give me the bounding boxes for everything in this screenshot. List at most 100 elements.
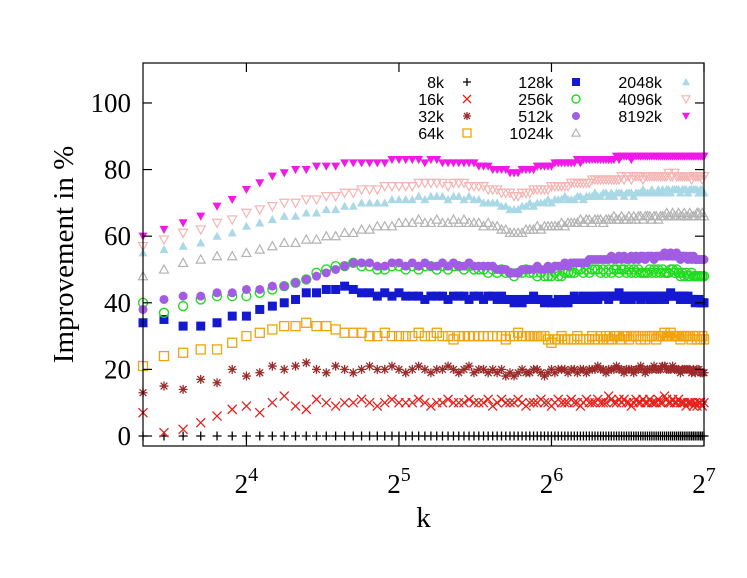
data-point (483, 368, 493, 378)
data-point (255, 284, 265, 294)
data-point (697, 330, 708, 342)
data-point (380, 288, 390, 298)
data-point (279, 431, 289, 441)
data-point (528, 397, 539, 408)
y-tick-label: 60 (104, 221, 131, 251)
data-point (442, 330, 454, 342)
data-point (372, 198, 382, 207)
data-point (196, 321, 206, 331)
data-point (227, 431, 237, 441)
data-point (569, 334, 580, 345)
data-point (479, 294, 489, 304)
data-point (431, 178, 443, 189)
data-point (512, 192, 524, 202)
data-point (340, 159, 350, 168)
series-256k (137, 257, 710, 318)
data-point (241, 284, 251, 294)
data-point (426, 191, 436, 200)
data-point (432, 191, 442, 200)
data-point (241, 371, 251, 381)
data-point (339, 327, 350, 338)
data-point (425, 178, 437, 189)
data-point (227, 404, 238, 415)
data-point (464, 294, 474, 304)
data-point (212, 431, 222, 441)
data-point (301, 274, 311, 284)
data-point (492, 368, 502, 378)
data-point (195, 417, 206, 428)
data-point (387, 155, 397, 165)
data-point (267, 301, 277, 311)
data-point (211, 344, 223, 355)
data-point (177, 257, 189, 268)
data-point (301, 208, 311, 217)
data-point (364, 397, 375, 408)
data-point (600, 330, 612, 342)
data-point (504, 188, 516, 199)
data-point (413, 394, 424, 405)
data-point (497, 364, 507, 374)
data-point (539, 330, 550, 342)
data-point (311, 162, 321, 171)
data-point (212, 318, 222, 328)
data-point (372, 364, 382, 374)
data-point (572, 330, 583, 342)
data-point (365, 258, 375, 268)
data-point (608, 397, 619, 408)
data-point (279, 298, 289, 308)
data-point (633, 364, 643, 374)
data-point (348, 258, 358, 268)
data-point (380, 261, 390, 271)
data-point (682, 397, 693, 408)
data-point (159, 245, 169, 254)
data-point (473, 397, 484, 408)
data-point (240, 247, 252, 258)
series-16k (138, 391, 709, 438)
data-point (598, 334, 609, 345)
data-point (453, 330, 464, 342)
data-point (448, 364, 458, 374)
data-point (556, 330, 567, 342)
data-point (372, 159, 382, 168)
data-point (393, 217, 405, 228)
data-point (291, 294, 301, 304)
data-point (321, 431, 331, 441)
data-point (513, 169, 523, 178)
data-point (420, 364, 430, 374)
data-point (407, 291, 417, 301)
data-point (432, 291, 442, 301)
data-point (601, 397, 611, 408)
data-point (655, 397, 666, 408)
data-point (387, 195, 397, 204)
data-point (357, 258, 367, 268)
data-point (310, 195, 323, 206)
legend-marker (463, 112, 471, 120)
data-point (158, 235, 170, 246)
data-point (178, 424, 189, 435)
data-point (227, 228, 237, 237)
data-point (196, 291, 206, 301)
data-point (348, 159, 358, 168)
data-point (196, 238, 206, 247)
legend-marker (572, 78, 580, 86)
data-point (290, 320, 301, 332)
data-point (356, 223, 368, 234)
data-point (581, 334, 592, 345)
legend-label: 512k (518, 109, 554, 126)
data-point (543, 368, 553, 378)
data-point (255, 304, 265, 314)
data-point (311, 394, 322, 405)
data-point (556, 270, 567, 282)
data-point (279, 320, 290, 332)
data-point (447, 213, 460, 224)
data-point (195, 225, 207, 236)
data-point (301, 431, 311, 441)
data-point (447, 178, 460, 189)
series-2048k (138, 185, 709, 257)
data-point (279, 391, 290, 402)
data-point (431, 327, 442, 338)
data-point (267, 431, 277, 441)
legend-label: 4096k (618, 92, 663, 109)
data-point (552, 220, 564, 231)
data-point (606, 334, 617, 345)
